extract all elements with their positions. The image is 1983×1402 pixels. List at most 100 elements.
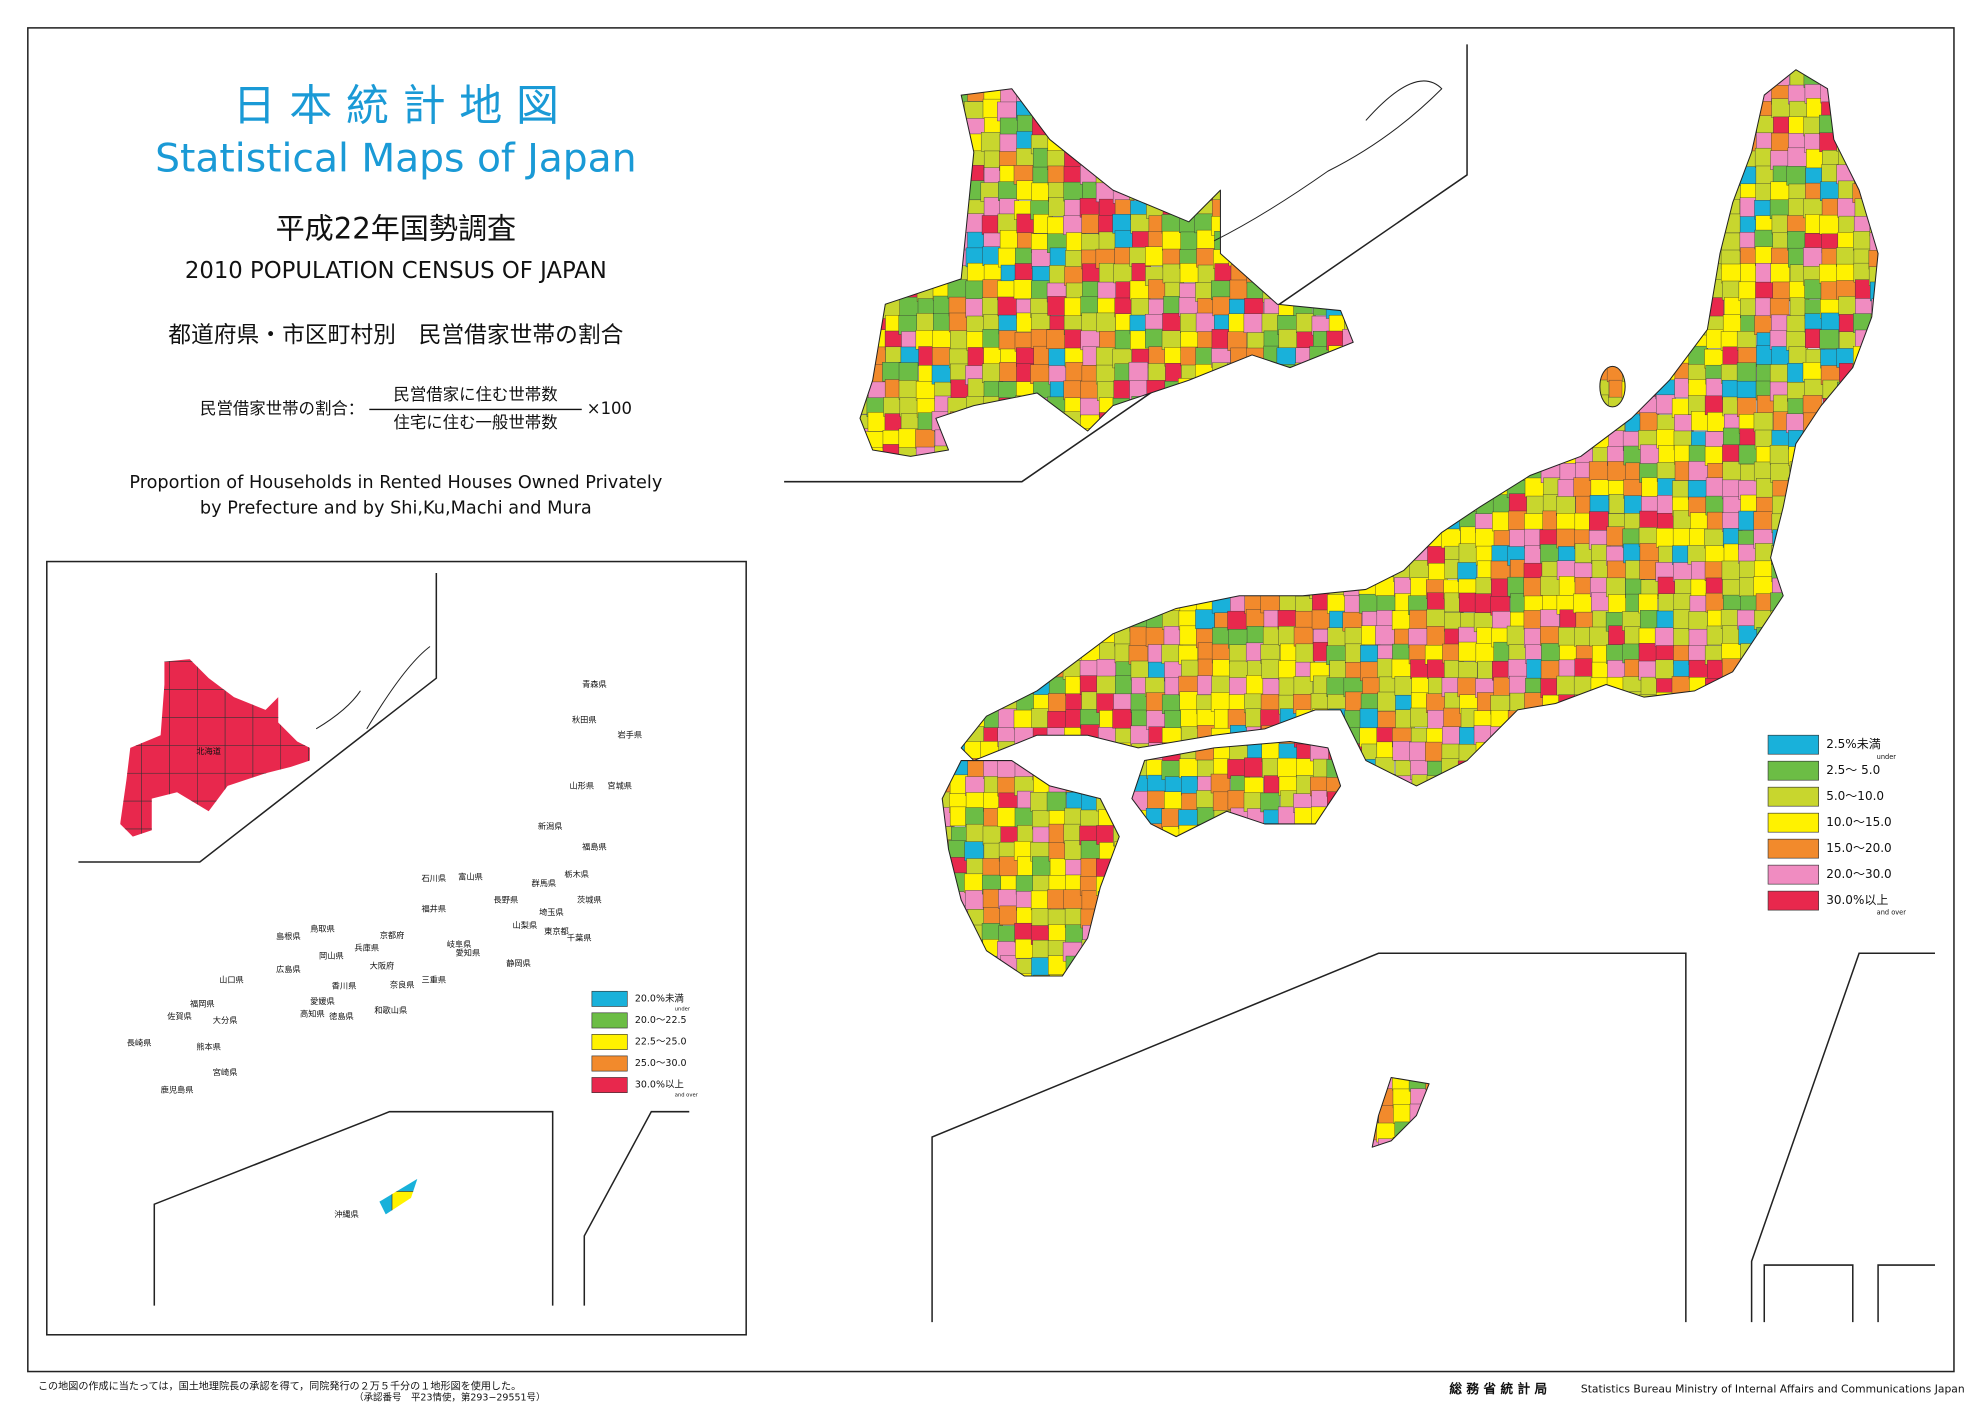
municipality: [1411, 907, 1431, 927]
municipality: [1194, 378, 1215, 398]
municipality: [964, 101, 984, 121]
municipality: [1032, 856, 1052, 876]
municipality: [1164, 478, 1184, 499]
municipality: [1707, 1104, 1727, 1124]
municipality: [981, 955, 1001, 976]
legend-label: 25.0～30.0: [635, 1058, 687, 1069]
municipality: [859, 974, 871, 995]
municipality: [1375, 197, 1396, 217]
municipality: [966, 972, 986, 992]
municipality: [1014, 625, 1035, 646]
municipality: [1146, 856, 1166, 877]
municipality: [1622, 180, 1643, 201]
municipality: [1345, 1022, 1366, 1043]
municipality: [1260, 843, 1280, 863]
municipality: [1294, 576, 1314, 596]
municipality: [1065, 627, 1086, 647]
municipality: [869, 1070, 889, 1090]
municipality: [1064, 743, 1084, 763]
municipality: [1358, 395, 1379, 415]
municipality: [933, 973, 954, 994]
municipality: [1769, 364, 1790, 384]
municipality: [1477, 775, 1497, 795]
municipality: [1573, 165, 1594, 186]
municipality: [935, 1072, 955, 1092]
municipality: [915, 462, 935, 483]
municipality: [1260, 544, 1280, 564]
municipality: [1837, 1005, 1857, 1026]
municipality: [1312, 198, 1333, 218]
municipality: [1343, 923, 1364, 943]
municipality: [1493, 213, 1513, 234]
map-divider: [931, 952, 1687, 1323]
municipality: [1296, 445, 1316, 466]
municipality: [1328, 477, 1348, 498]
municipality: [1770, 925, 1790, 946]
prefecture: [280, 1079, 309, 1109]
municipality: [1145, 627, 1166, 647]
municipality: [1459, 792, 1479, 812]
municipality: [1836, 69, 1857, 71]
municipality: [1756, 69, 1776, 71]
municipality: [882, 627, 903, 647]
municipality: [1508, 181, 1528, 201]
municipality: [1344, 955, 1364, 975]
municipality: [1130, 98, 1150, 118]
municipality: [1196, 69, 1217, 86]
municipality: [932, 1139, 952, 1148]
municipality: [1674, 247, 1694, 268]
municipality: [1280, 874, 1300, 894]
municipality: [1757, 938, 1777, 959]
municipality: [1608, 875, 1629, 895]
municipality: [1260, 266, 1280, 286]
prefecture: [391, 800, 418, 830]
municipality: [1806, 513, 1826, 533]
municipality: [1771, 692, 1791, 712]
municipality: [1723, 1073, 1744, 1094]
municipality: [1197, 98, 1218, 119]
municipality: [1540, 313, 1560, 333]
municipality: [1493, 1138, 1514, 1148]
municipality: [1047, 296, 1067, 316]
municipality: [1723, 810, 1743, 830]
municipality: [1295, 1021, 1315, 1041]
municipality: [1031, 957, 1051, 977]
municipality: [931, 710, 952, 731]
municipality: [1886, 151, 1905, 170]
legend-swatch: [591, 1077, 628, 1093]
municipality: [1638, 364, 1658, 385]
municipality: [1622, 1024, 1642, 1044]
municipality: [1260, 825, 1281, 845]
municipality: [900, 1006, 920, 1026]
municipality: [1131, 1023, 1151, 1043]
municipality: [1542, 1156, 1561, 1175]
municipality: [932, 1153, 951, 1172]
municipality: [1260, 1039, 1280, 1059]
municipality: [1326, 889, 1346, 910]
prefecture: [476, 662, 504, 690]
municipality: [1509, 725, 1529, 745]
formula-label: 民営借家世帯の割合：: [200, 399, 364, 418]
municipality: [1737, 1056, 1757, 1077]
municipality: [966, 513, 987, 533]
municipality: [1161, 1119, 1181, 1140]
municipality: [1707, 131, 1728, 152]
municipality: [1706, 1022, 1726, 1042]
municipality: [1261, 1073, 1281, 1094]
municipality: [1145, 427, 1166, 448]
municipality: [1788, 991, 1808, 1011]
municipality: [885, 480, 905, 500]
municipality: [1260, 213, 1280, 233]
municipality: [1360, 859, 1380, 879]
municipality: [1031, 660, 1051, 680]
municipality: [1656, 711, 1677, 731]
municipality: [1247, 462, 1267, 483]
municipality: [1787, 925, 1807, 945]
municipality: [1441, 494, 1462, 514]
municipality: [900, 576, 920, 597]
municipality: [933, 957, 954, 978]
municipality: [1276, 149, 1297, 169]
municipality: [1836, 511, 1857, 531]
municipality: [1672, 1007, 1692, 1027]
municipality: [984, 971, 1004, 992]
